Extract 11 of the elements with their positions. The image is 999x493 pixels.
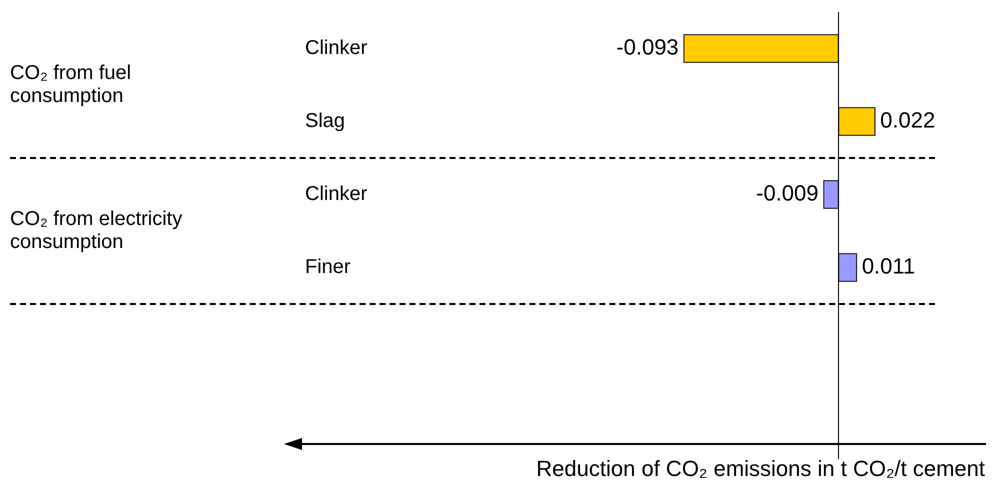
y-tick-label: Finer xyxy=(305,256,351,278)
y-tick-label: Clinker xyxy=(305,37,368,60)
y-tick-label: Clinker xyxy=(305,183,368,206)
text: CO₂ from fuel consumption xyxy=(10,62,132,108)
text: CO₂ from electricity consumption xyxy=(10,208,184,254)
data-label: -0.093 xyxy=(616,34,679,60)
data-label: 0.011 xyxy=(862,254,916,279)
data-label: -0.009 xyxy=(756,180,819,206)
y-tick-label: Slag xyxy=(305,110,346,132)
text: Reduction of CO₂ emissions in t CO₂/t cement xyxy=(536,456,985,482)
data-label: 0.022 xyxy=(880,108,936,133)
